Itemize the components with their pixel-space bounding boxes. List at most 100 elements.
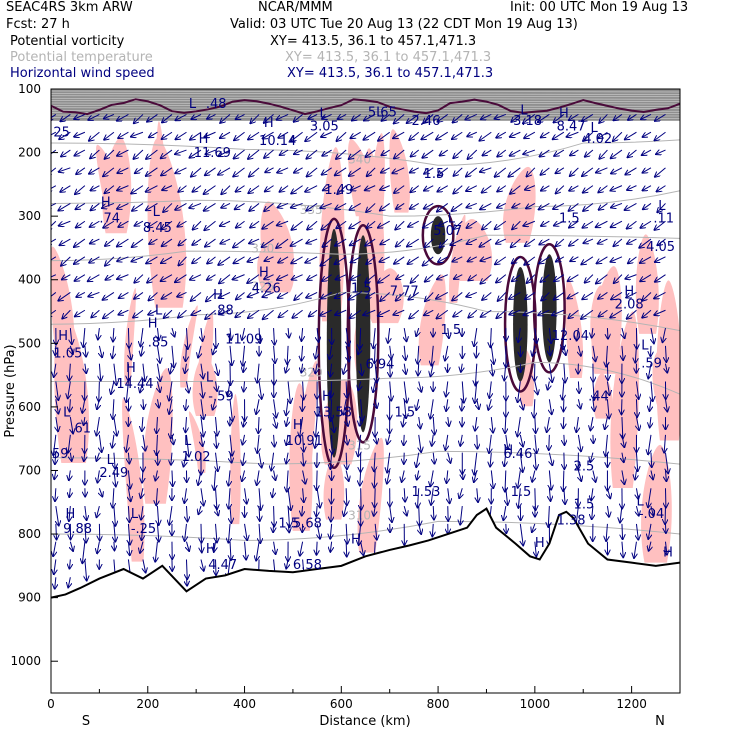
wind-vector bbox=[243, 345, 245, 366]
wind-vector bbox=[390, 363, 391, 377]
wind-vector bbox=[548, 381, 550, 389]
wind-vector bbox=[636, 505, 638, 516]
wind-vector bbox=[55, 488, 56, 501]
wind-vector bbox=[60, 185, 71, 192]
wind-vector bbox=[665, 399, 667, 411]
wind-vector bbox=[75, 185, 86, 194]
valid-time: Valid: 03 UTC Tue 20 Aug 13 (22 CDT Mon … bbox=[230, 17, 578, 32]
wind-vector bbox=[248, 309, 260, 318]
extrema-label: 1.53 bbox=[411, 485, 440, 500]
wind-vector bbox=[445, 434, 447, 450]
wind-vector bbox=[416, 327, 419, 336]
wind-vector bbox=[554, 220, 565, 225]
wind-vector bbox=[606, 434, 608, 456]
wind-vector bbox=[648, 363, 651, 379]
wind-vector bbox=[468, 274, 478, 281]
wind-vector bbox=[410, 167, 419, 173]
wind-vector bbox=[643, 203, 652, 209]
wind-vector bbox=[206, 150, 216, 154]
wind-vector bbox=[277, 220, 289, 225]
wind-vector bbox=[156, 488, 157, 505]
wind-vector bbox=[155, 541, 157, 562]
wind-vector bbox=[462, 470, 463, 479]
wind-vector bbox=[578, 399, 580, 408]
wind-vector bbox=[410, 203, 419, 208]
wind-vector bbox=[611, 167, 623, 174]
wind-vector bbox=[305, 131, 318, 141]
wind-vector bbox=[90, 149, 100, 158]
wind-vector bbox=[504, 452, 506, 467]
wind-vector bbox=[553, 131, 565, 139]
wind-vector bbox=[351, 274, 361, 280]
wind-vector bbox=[70, 416, 73, 433]
isentrope-line bbox=[51, 139, 680, 166]
wind-vector bbox=[141, 488, 143, 498]
wind-vector bbox=[117, 113, 129, 120]
isentrope-label: 320 bbox=[300, 365, 323, 379]
wind-vector bbox=[104, 114, 115, 118]
wind-vector bbox=[606, 523, 607, 541]
plot-frame bbox=[50, 88, 681, 694]
wind-vector bbox=[85, 506, 87, 520]
wind-vector bbox=[482, 185, 492, 193]
wind-vector bbox=[627, 309, 637, 318]
extrema-label: 25 bbox=[53, 126, 70, 141]
wind-vector bbox=[388, 327, 390, 343]
wind-vector bbox=[315, 434, 317, 448]
wind-vector bbox=[74, 131, 86, 137]
wind-vector bbox=[315, 345, 317, 359]
wind-vector bbox=[205, 167, 216, 175]
wind-vector bbox=[155, 470, 157, 480]
extrema-label: H bbox=[66, 507, 76, 522]
extrema-label: 9.88 bbox=[63, 522, 92, 537]
extrema-label: L bbox=[641, 339, 649, 354]
pv-high-core bbox=[355, 235, 371, 433]
y-tick-label: 800 bbox=[18, 527, 41, 541]
wind-vector bbox=[622, 452, 624, 463]
wind-vector bbox=[628, 149, 637, 157]
wind-vector bbox=[134, 274, 144, 283]
extrema-label: 4.26 bbox=[252, 281, 281, 296]
wind-vector bbox=[336, 220, 347, 228]
wind-vector bbox=[466, 291, 477, 296]
wind-vector bbox=[186, 577, 187, 585]
wind-vector bbox=[564, 345, 566, 355]
wind-vector bbox=[105, 274, 115, 280]
wind-vector bbox=[213, 399, 216, 409]
wind-vector bbox=[422, 149, 434, 158]
wind-vector bbox=[306, 203, 318, 210]
wind-vector bbox=[622, 417, 623, 438]
wind-vector bbox=[430, 399, 433, 418]
wind-vector bbox=[97, 541, 99, 554]
wind-vector bbox=[568, 292, 579, 298]
wind-vector bbox=[396, 238, 405, 247]
wind-vector bbox=[625, 203, 637, 210]
wind-vector bbox=[520, 523, 523, 545]
wind-vector bbox=[171, 452, 172, 465]
pv-fill-blob bbox=[289, 383, 313, 531]
wind-vector bbox=[432, 523, 433, 536]
stratosphere-isentrope bbox=[51, 109, 680, 112]
wind-vector bbox=[474, 452, 477, 475]
wind-vector bbox=[61, 256, 71, 266]
wind-vector bbox=[361, 399, 363, 421]
wind-vector bbox=[462, 399, 463, 410]
wind-vector bbox=[381, 149, 390, 155]
wind-vector bbox=[216, 505, 219, 515]
wind-vector bbox=[498, 292, 507, 300]
wind-vector bbox=[51, 256, 57, 264]
wind-vector bbox=[68, 434, 70, 453]
wind-vector bbox=[665, 541, 666, 555]
wind-vector bbox=[509, 309, 521, 314]
wind-vector bbox=[541, 167, 550, 175]
extrema-label: .85 bbox=[148, 335, 169, 350]
wind-vector bbox=[453, 114, 463, 122]
wind-vector bbox=[622, 327, 625, 338]
wind-vector bbox=[438, 256, 448, 262]
wind-vector bbox=[576, 416, 578, 432]
wind-vector bbox=[437, 203, 449, 211]
wind-vector bbox=[337, 185, 347, 194]
wind-vector bbox=[563, 417, 564, 428]
wind-vector bbox=[346, 345, 349, 362]
wind-vector bbox=[592, 506, 593, 519]
